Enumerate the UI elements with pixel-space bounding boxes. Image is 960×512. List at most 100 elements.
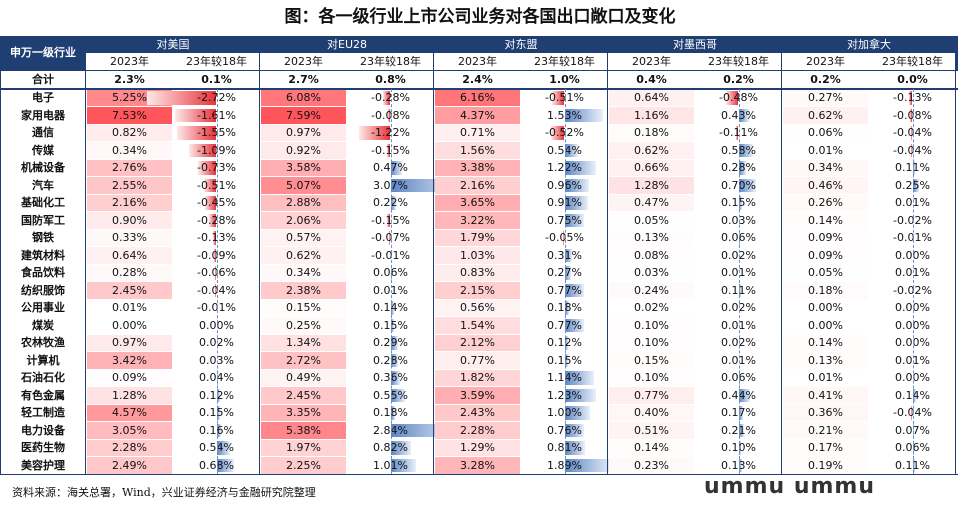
change-bar-positive xyxy=(564,406,590,420)
heat-cell xyxy=(783,264,868,281)
change-bar-positive xyxy=(564,266,572,280)
change-bar-negative xyxy=(911,406,913,420)
change-bar-negative xyxy=(213,231,217,245)
heat-cell xyxy=(261,247,346,264)
change-value: 1.01% xyxy=(373,458,408,472)
heat-cell xyxy=(609,369,694,386)
level-value: 1.28% xyxy=(634,178,669,192)
change-bar-negative xyxy=(205,196,217,210)
heat-cell xyxy=(783,317,868,334)
change-value: 0.28% xyxy=(373,353,408,367)
change-value: 0.11% xyxy=(895,458,930,472)
change-value: 0.01% xyxy=(721,353,756,367)
level-value: 2.49% xyxy=(112,458,147,472)
heat-cell xyxy=(435,404,520,421)
heat-cell xyxy=(609,422,694,439)
level-value: 2.25% xyxy=(286,458,321,472)
change-value: -0.08% xyxy=(893,108,932,122)
heat-cell xyxy=(609,439,694,456)
heat-cell xyxy=(783,124,868,141)
heat-cell xyxy=(435,299,520,316)
sub-header: 2023年 xyxy=(86,53,173,70)
heat-cell xyxy=(609,124,694,141)
change-bar-negative xyxy=(386,143,391,157)
row-label: 计算机 xyxy=(26,353,60,367)
level-value: 0.92% xyxy=(286,143,321,157)
change-value: 0.18% xyxy=(547,301,582,314)
change-bar-positive xyxy=(564,441,586,455)
level-value: 1.56% xyxy=(460,143,495,157)
heat-cell xyxy=(261,159,346,176)
heat-cell xyxy=(87,107,172,124)
change-value: -0.73% xyxy=(197,161,236,174)
change-bar-negative xyxy=(203,178,217,192)
sub-header: 2023年 xyxy=(260,53,347,70)
heat-cell xyxy=(87,404,172,421)
change-value: 0.68% xyxy=(199,458,234,472)
level-value: 0.17% xyxy=(808,441,843,454)
heat-cell xyxy=(87,282,172,299)
corner-label: 申万一级行业 xyxy=(10,46,76,59)
change-bar-positive xyxy=(738,283,742,297)
level-value: 0.15% xyxy=(286,301,321,314)
change-bar-positive xyxy=(390,458,417,472)
level-value: 0.14% xyxy=(634,441,669,454)
level-value: 0.10% xyxy=(634,318,669,332)
change-bar-positive xyxy=(912,388,917,402)
heat-cell xyxy=(609,107,694,124)
change-bar-negative xyxy=(911,126,913,140)
level-value: 0.82% xyxy=(112,126,147,139)
total-value: 2.3% xyxy=(114,73,145,86)
change-value: 0.22% xyxy=(373,196,408,209)
level-value: 0.34% xyxy=(808,161,843,174)
change-bar-negative xyxy=(197,161,217,175)
change-bar-negative xyxy=(188,143,217,157)
level-value: 0.51% xyxy=(634,423,669,437)
heat-cell xyxy=(435,352,520,369)
heat-cell xyxy=(87,124,172,141)
change-bar-positive xyxy=(564,371,594,385)
change-value: 0.04% xyxy=(199,371,234,384)
change-value: -0.52% xyxy=(545,126,584,139)
total-label: 合计 xyxy=(32,73,54,86)
change-value: 0.96% xyxy=(547,178,582,192)
change-value: 0.15% xyxy=(373,318,408,332)
change-bar-positive xyxy=(738,196,743,210)
change-value: -0.09% xyxy=(197,248,236,262)
heat-cell xyxy=(87,352,172,369)
change-value: 0.00% xyxy=(895,301,930,314)
sub-header: 23年较18年 xyxy=(869,53,956,70)
heat-cell xyxy=(261,212,346,229)
level-value: 0.90% xyxy=(112,213,147,227)
group-divider xyxy=(781,36,782,474)
change-bar-positive xyxy=(390,336,398,350)
heat-cell xyxy=(609,404,694,421)
heat-cell xyxy=(783,387,868,404)
change-value: 0.21% xyxy=(721,423,756,437)
change-bar-negative xyxy=(726,91,739,105)
change-bar-negative xyxy=(386,213,391,227)
change-value: -0.11% xyxy=(719,126,758,139)
level-value: 0.18% xyxy=(634,126,669,139)
level-value: 3.65% xyxy=(460,196,495,209)
level-value: 0.49% xyxy=(286,371,321,384)
change-bar-positive xyxy=(738,406,743,420)
level-value: 3.28% xyxy=(460,458,495,472)
change-bar-positive xyxy=(564,196,588,210)
heat-cell xyxy=(261,334,346,351)
change-value: 0.06% xyxy=(721,371,756,384)
change-value: -0.45% xyxy=(197,196,236,209)
change-bar-negative xyxy=(177,126,217,140)
change-bar-negative xyxy=(551,91,565,105)
heat-cell xyxy=(435,439,520,456)
change-value: -1.22% xyxy=(371,126,410,139)
level-value: 1.29% xyxy=(460,441,495,454)
level-value: 2.28% xyxy=(112,441,147,454)
sub-header: 23年较18年 xyxy=(347,53,434,70)
level-value: 2.43% xyxy=(460,406,495,419)
change-bar-negative xyxy=(563,231,565,245)
change-bar-negative xyxy=(383,91,391,105)
heat-cell xyxy=(435,282,520,299)
change-value: 0.12% xyxy=(199,388,234,402)
level-value: 1.28% xyxy=(112,388,147,402)
